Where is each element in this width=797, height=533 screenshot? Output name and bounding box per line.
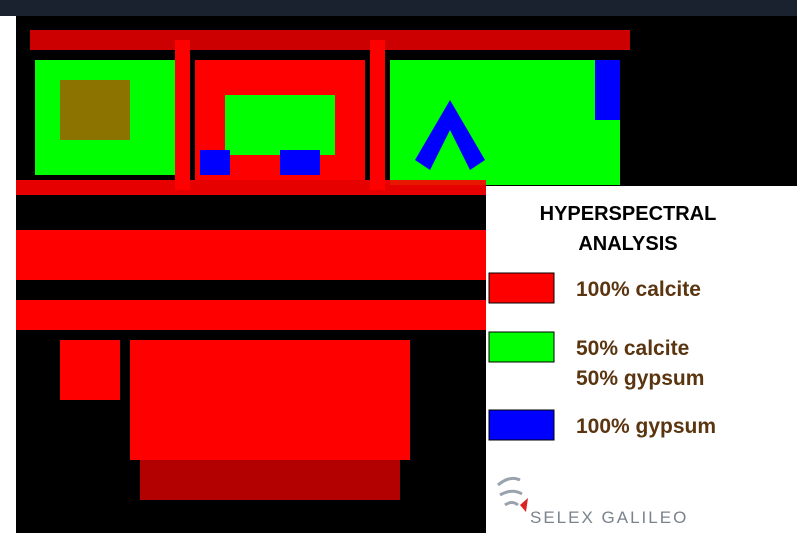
top-frame: [0, 0, 797, 16]
logo-text: SELEX GALILEO: [530, 508, 688, 527]
legend-swatch: [488, 272, 555, 304]
legend-swatch: [488, 409, 555, 441]
legend-label: 50% calcite: [576, 337, 689, 360]
logo: SELEX GALILEO: [497, 476, 688, 527]
legend-title: HYPERSPECTRAL: [540, 203, 717, 225]
legend-items: 100% calcite 50% calcite 50% gypsum 100% gy…: [488, 272, 716, 441]
legend-title: ANALYSIS: [578, 233, 677, 255]
legend-label: 50% gypsum: [576, 367, 704, 390]
legend-label: 100% calcite: [576, 278, 701, 301]
legend-label: 100% gypsum: [576, 415, 716, 438]
legend-swatch: [488, 331, 555, 363]
